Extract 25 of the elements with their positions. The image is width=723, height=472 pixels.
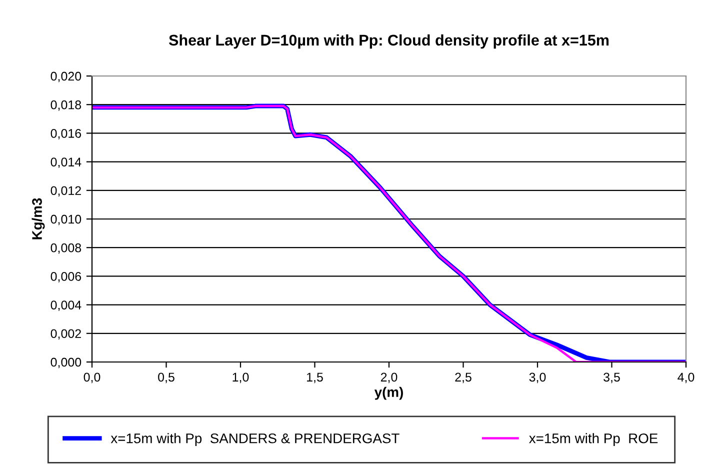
y-tick-label: 0,004 — [50, 300, 82, 311]
y-tick-label: 0,012 — [50, 186, 81, 197]
x-tick-label: 0,5 — [158, 372, 174, 384]
x-tick-label: 0,0 — [84, 372, 100, 384]
legend-label: x=15m with Pp SANDERS & PRENDERGAST — [110, 433, 400, 446]
y-axis-title: Kg/m3 — [32, 198, 45, 240]
y-tick-label: 0,006 — [50, 272, 82, 282]
x-tick-label: 1,5 — [307, 372, 323, 384]
y-tick-label: 0,000 — [50, 358, 82, 368]
x-tick-label: 2,0 — [380, 372, 398, 384]
x-tick-label: 3,5 — [604, 372, 620, 384]
x-tick-label: 3,0 — [529, 372, 546, 384]
y-tick-label: 0,010 — [50, 214, 82, 226]
x-tick-label: 2,5 — [455, 372, 472, 384]
y-tick-label: 0,018 — [50, 100, 82, 111]
x-axis-title: y(m) — [374, 386, 403, 400]
chart-title: Shear Layer D=10µm with Pp: Cloud density profile at x=15m — [168, 34, 609, 49]
x-tick-label: 1,0 — [232, 372, 249, 384]
y-tick-label: 0,020 — [50, 72, 82, 82]
x-tick-label: 4,0 — [678, 372, 694, 384]
legend-label: x=15m with Pp ROE — [529, 433, 658, 446]
y-tick-label: 0,014 — [50, 158, 82, 168]
y-tick-label: 0,008 — [50, 243, 82, 254]
y-tick-label: 0,002 — [50, 329, 81, 340]
y-tick-label: 0,016 — [50, 129, 82, 140]
